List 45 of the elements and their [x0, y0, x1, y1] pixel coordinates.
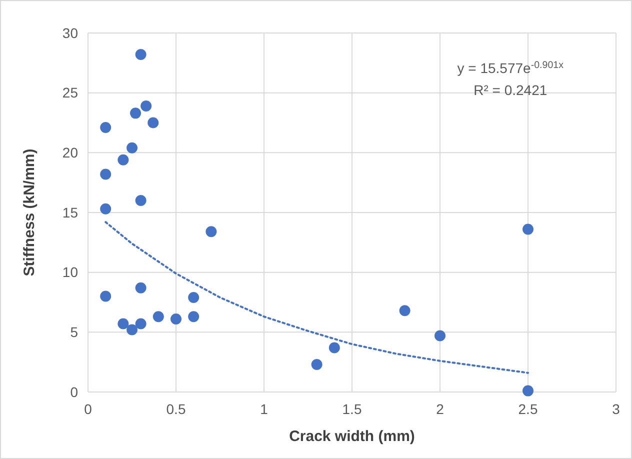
y-tick-label: 15 [62, 204, 78, 220]
y-tick-label: 0 [70, 384, 78, 400]
point [399, 305, 410, 316]
y-tick-label: 5 [70, 324, 78, 340]
x-tick-label: 3 [612, 401, 620, 417]
point [118, 318, 129, 330]
point [118, 154, 129, 166]
point [100, 290, 112, 302]
point [140, 100, 152, 112]
point [434, 330, 446, 342]
y-tick-label: 20 [62, 144, 78, 161]
point [126, 142, 138, 154]
point [100, 168, 112, 180]
annotation: R² = 0.2421 [474, 82, 548, 98]
point [126, 324, 138, 336]
point [522, 224, 534, 235]
annotation: y = 15.577e$^{-0.901x}$ [457, 60, 564, 76]
point [135, 282, 146, 294]
point [170, 314, 182, 325]
point [135, 49, 146, 60]
point [152, 311, 164, 322]
point [522, 385, 534, 396]
x-tick-label: 0 [84, 401, 92, 417]
point [135, 195, 146, 206]
x-tick-label: 0.5 [166, 401, 186, 417]
x-tick-label: 2.5 [518, 401, 538, 417]
point [100, 122, 112, 134]
y-tick-label: 10 [62, 264, 78, 280]
x-axis-title: Crack width (mm) [289, 428, 415, 445]
line-series [104, 221, 529, 374]
point [188, 292, 200, 303]
point [188, 311, 200, 322]
y-tick-label: 25 [62, 84, 78, 101]
point [135, 318, 146, 330]
point [328, 342, 340, 354]
point [206, 226, 217, 238]
point [311, 358, 322, 370]
x-tick-label: 1.5 [342, 401, 362, 417]
point [148, 117, 159, 128]
y-tick-label: 30 [62, 24, 78, 41]
point [100, 203, 112, 214]
x-tick-label: 2 [436, 401, 444, 417]
x-tick-label: 1 [260, 401, 268, 417]
y-axis-title: Stiffness (kN/mm) [21, 148, 38, 276]
point [130, 108, 142, 119]
